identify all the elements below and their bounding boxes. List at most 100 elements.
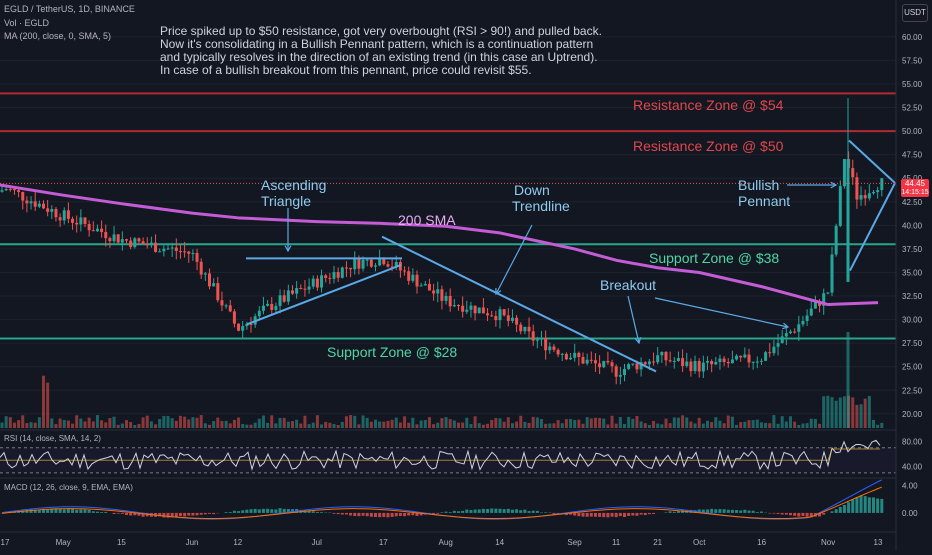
volume-bar xyxy=(677,418,680,428)
macd-tick-label: 4.00 xyxy=(902,481,918,490)
candle-body xyxy=(482,308,485,314)
volume-bar xyxy=(229,423,232,428)
volume-bar xyxy=(146,416,149,428)
candle-body xyxy=(312,279,315,287)
volume-bar xyxy=(75,415,78,428)
volume-bar xyxy=(702,424,705,428)
volume-bar xyxy=(793,422,796,428)
volume-bar xyxy=(208,425,211,428)
candle-body xyxy=(855,177,858,199)
macd-histogram-bar xyxy=(665,512,668,513)
volume-bar xyxy=(407,423,410,428)
candle-body xyxy=(54,209,57,217)
macd-histogram-bar xyxy=(486,509,489,513)
volume-bar xyxy=(536,417,539,428)
macd-histogram-bar xyxy=(723,509,726,513)
candle-body xyxy=(237,324,240,331)
candle-body xyxy=(793,332,796,333)
candle-body xyxy=(225,305,228,306)
candle-body xyxy=(635,364,638,370)
candle-body xyxy=(295,288,298,294)
volume-bar xyxy=(789,416,792,428)
volume-bar xyxy=(179,416,182,428)
volume-bar xyxy=(420,420,423,428)
volume-bar xyxy=(104,422,107,428)
volume-bar xyxy=(142,417,145,428)
candle-body xyxy=(30,201,33,203)
bar-countdown: 14:15:15 xyxy=(901,188,929,197)
volume-legend[interactable]: Vol · EGLD xyxy=(4,18,49,28)
macd-histogram-bar xyxy=(860,495,863,513)
candle-body xyxy=(735,356,738,360)
candle-body xyxy=(565,354,568,359)
candle-body xyxy=(876,190,879,192)
volume-bar xyxy=(486,424,489,428)
volume-bar xyxy=(71,424,74,428)
candle-body xyxy=(191,253,194,254)
macd-histogram-bar xyxy=(594,513,597,517)
candle-body xyxy=(92,230,95,231)
volume-bar xyxy=(872,420,875,428)
volume-bar xyxy=(171,418,174,428)
volume-bar xyxy=(13,423,16,428)
macd-histogram-bar xyxy=(789,513,792,515)
candle-body xyxy=(656,355,659,362)
volume-bar xyxy=(540,419,543,428)
candle-body xyxy=(200,262,203,275)
macd-histogram-bar xyxy=(382,513,385,517)
candle-body xyxy=(416,275,419,287)
candle-body xyxy=(494,316,497,320)
candle-body xyxy=(611,362,614,366)
candle-body xyxy=(262,306,265,311)
candle-body xyxy=(233,311,236,323)
volume-bar xyxy=(328,423,331,428)
macd-histogram-bar xyxy=(623,513,626,517)
macd-histogram-bar xyxy=(200,513,203,515)
price-tick-label: 37.50 xyxy=(902,245,923,254)
volume-bar xyxy=(295,420,298,428)
candle-body xyxy=(474,306,477,314)
volume-bar xyxy=(287,422,290,428)
volume-bar xyxy=(669,423,672,428)
candle-body xyxy=(718,359,721,362)
volume-bar xyxy=(46,383,49,428)
volume-bar xyxy=(685,417,688,428)
price-tick-label: 40.00 xyxy=(902,221,923,230)
volume-bar xyxy=(810,419,813,428)
volume-bar xyxy=(880,423,883,428)
volume-bar xyxy=(312,423,315,428)
volume-bar xyxy=(9,417,12,428)
macd-histogram-bar xyxy=(237,511,240,513)
candle-body xyxy=(34,201,37,206)
candle-body xyxy=(299,288,302,289)
macd-histogram-bar xyxy=(183,513,186,516)
candle-body xyxy=(544,338,547,350)
symbol-title[interactable]: EGLD / TetherUS, 1D, BINANCE xyxy=(4,4,135,14)
volume-bar xyxy=(320,424,323,428)
volume-bar xyxy=(631,419,634,428)
volume-bar xyxy=(245,425,248,428)
price-tick-label: 30.00 xyxy=(902,316,923,325)
candle-body xyxy=(121,239,124,242)
time-tick-label: 13 xyxy=(874,538,883,547)
volume-bar xyxy=(411,418,414,428)
candle-body xyxy=(743,355,746,358)
macd-histogram-bar xyxy=(449,512,452,513)
candle-body xyxy=(714,362,717,364)
candle-body xyxy=(108,238,111,241)
bullish-pennant-label: Bullish Pennant xyxy=(738,177,790,209)
ma-legend[interactable]: MA (200, close, 0, SMA, 5) xyxy=(4,31,111,41)
macd-histogram-bar xyxy=(436,513,439,514)
volume-bar xyxy=(453,421,456,428)
candle-body xyxy=(154,243,157,252)
price-tick-label: 50.00 xyxy=(902,127,923,136)
price-tick-label: 22.50 xyxy=(902,386,923,395)
volume-bar xyxy=(507,417,510,428)
currency-button[interactable]: USDT xyxy=(902,4,928,22)
macd-histogram-bar xyxy=(395,513,398,516)
volume-bar xyxy=(561,423,564,428)
candle-body xyxy=(158,251,161,252)
candle-body xyxy=(465,310,468,312)
volume-bar xyxy=(366,418,369,428)
